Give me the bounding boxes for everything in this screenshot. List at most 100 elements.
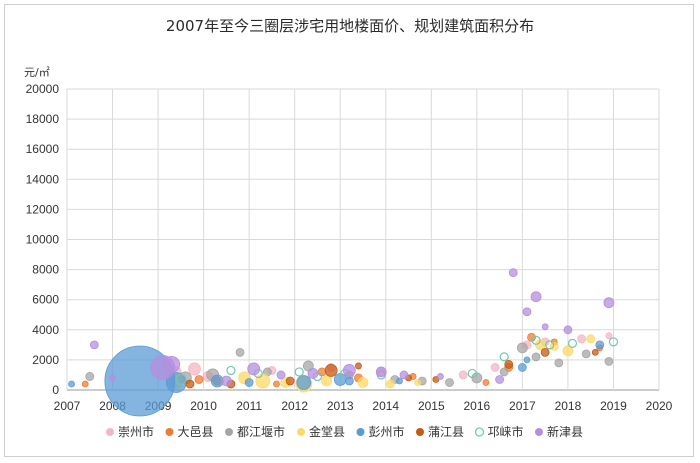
data-point [608, 337, 619, 347]
data-point [226, 365, 236, 376]
data-point [307, 368, 319, 379]
data-point [109, 374, 116, 382]
legend-label: 崇州市 [118, 424, 154, 439]
data-point [85, 372, 95, 381]
legend-marker [535, 428, 543, 436]
data-point [499, 367, 509, 377]
y-tick-label: 12000 [26, 202, 60, 216]
chart-title: 2007年至今三圈层涉宅用地楼面价、规划建筑面积分布 [165, 17, 535, 35]
y-axis-unit-label: 元/㎡ [24, 66, 50, 79]
data-point [540, 347, 550, 357]
x-tick-label: 2017 [509, 399, 536, 413]
data-point [586, 334, 596, 344]
legend-marker [225, 428, 233, 436]
data-point [399, 370, 409, 380]
y-tick-label: 16000 [26, 142, 60, 156]
legend-label: 蒲江县 [428, 425, 464, 439]
data-point [220, 375, 232, 387]
data-point [482, 379, 490, 386]
data-point [89, 340, 99, 350]
data-point [517, 363, 527, 372]
data-point [247, 362, 261, 376]
data-point [577, 334, 586, 344]
data-point [285, 376, 295, 386]
data-point [235, 347, 245, 357]
data-point [294, 367, 304, 377]
data-point [255, 373, 271, 389]
data-point [495, 375, 505, 384]
data-point [508, 268, 518, 278]
data-point [531, 352, 541, 362]
data-point [321, 375, 332, 387]
data-point [604, 357, 614, 366]
x-tick-label: 2016 [463, 399, 490, 413]
data-point [541, 323, 549, 331]
data-point [516, 342, 528, 354]
data-point [175, 373, 187, 386]
y-tick-label: 10000 [26, 233, 60, 247]
data-point [522, 307, 532, 317]
legend-marker [165, 428, 174, 436]
data-point [603, 297, 615, 309]
y-tick-label: 14000 [26, 172, 60, 186]
data-points [68, 268, 619, 417]
x-tick-label: 2010 [190, 399, 217, 413]
data-point [581, 349, 591, 359]
legend-label: 新津县 [547, 424, 583, 439]
data-point [605, 332, 613, 340]
data-point [317, 367, 327, 377]
data-point [357, 377, 369, 388]
x-tick-label: 2018 [555, 399, 582, 413]
legend-label: 大邑县 [178, 425, 214, 439]
data-point [414, 379, 422, 386]
data-point [530, 291, 542, 303]
data-point [563, 325, 573, 335]
legend-marker [297, 428, 305, 436]
data-point [531, 335, 541, 345]
data-point [163, 356, 181, 373]
data-point [467, 368, 477, 379]
y-tick-label: 0 [52, 383, 59, 397]
x-tick-label: 2019 [600, 399, 627, 413]
data-point [562, 345, 574, 357]
y-tick-label: 18000 [26, 112, 60, 126]
y-tick-label: 6000 [32, 293, 59, 307]
data-point [396, 377, 403, 385]
y-tick-label: 20000 [26, 82, 60, 96]
data-point [244, 378, 254, 387]
x-tick-label: 2011 [236, 399, 262, 413]
x-tick-label: 2015 [418, 399, 445, 413]
x-tick-label: 2012 [281, 399, 308, 413]
data-point [375, 366, 387, 378]
data-point [554, 358, 564, 368]
data-point [567, 338, 578, 348]
data-point [545, 340, 555, 350]
data-point [385, 379, 395, 389]
data-point [591, 348, 599, 356]
data-point [445, 378, 454, 387]
data-point [333, 373, 347, 386]
legend: 崇州市 大邑县 都江堰市 金堂县 彭州市 蒲江县 邛崃市 新津县 [106, 424, 583, 439]
data-point [276, 370, 286, 380]
legend-label: 金堂县 [309, 424, 345, 439]
data-point [342, 364, 356, 377]
data-point [458, 370, 468, 380]
legend-label: 邛崃市 [488, 424, 524, 439]
data-point [344, 376, 354, 386]
x-tick-label: 2020 [646, 399, 673, 413]
legend-label: 都江堰市 [237, 424, 285, 439]
data-point [188, 362, 201, 376]
legend-marker [106, 428, 114, 436]
y-axis-ticks: 0 2000 4000 6000 8000 10000 12000 14000 16000 180… [26, 82, 60, 397]
data-point [490, 363, 500, 372]
data-point [185, 379, 195, 389]
data-point [523, 356, 531, 364]
legend-label: 彭州市 [369, 424, 405, 439]
data-point [81, 380, 89, 388]
data-point [549, 341, 559, 351]
data-point [437, 373, 444, 380]
y-tick-label: 2000 [32, 353, 59, 367]
grid-lines [66, 88, 660, 391]
y-tick-label: 8000 [32, 263, 59, 277]
